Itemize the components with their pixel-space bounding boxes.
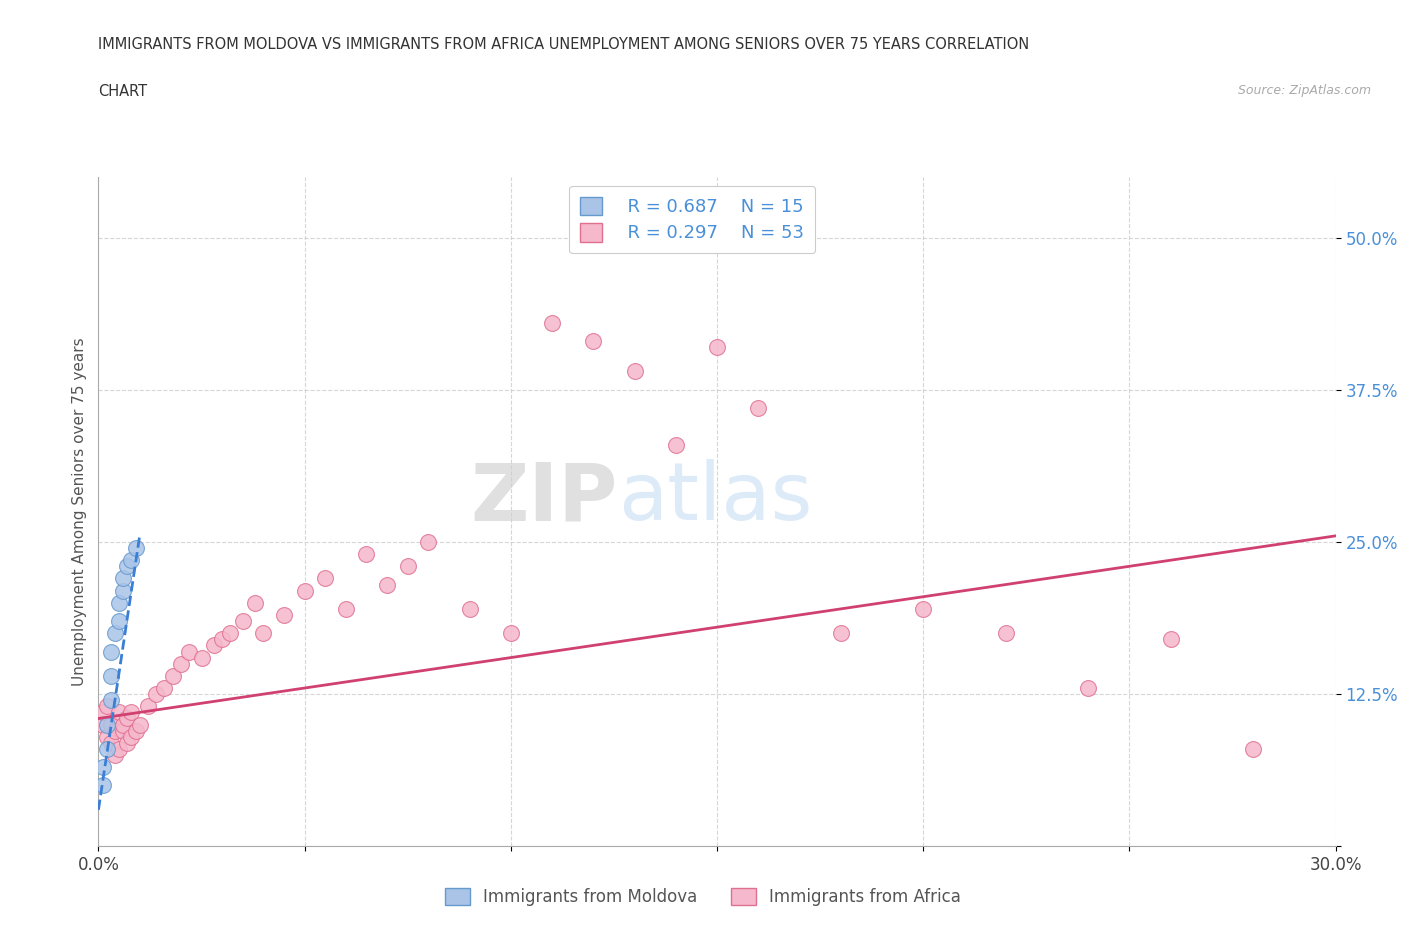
Point bbox=[91, 705, 114, 720]
Point bbox=[120, 729, 142, 744]
Point bbox=[96, 698, 118, 713]
Point bbox=[418, 535, 440, 550]
Point bbox=[136, 698, 159, 713]
Point bbox=[375, 578, 398, 592]
Point bbox=[335, 602, 357, 617]
Text: Source: ZipAtlas.com: Source: ZipAtlas.com bbox=[1237, 84, 1371, 97]
Point bbox=[145, 686, 167, 701]
Point bbox=[124, 540, 146, 555]
Point bbox=[190, 650, 212, 665]
Point bbox=[211, 631, 233, 646]
Point bbox=[120, 705, 142, 720]
Point bbox=[124, 724, 146, 738]
Point bbox=[96, 717, 118, 732]
Text: IMMIGRANTS FROM MOLDOVA VS IMMIGRANTS FROM AFRICA UNEMPLOYMENT AMONG SENIORS OVE: IMMIGRANTS FROM MOLDOVA VS IMMIGRANTS FR… bbox=[98, 37, 1029, 52]
Point bbox=[112, 583, 135, 598]
Point bbox=[117, 711, 139, 726]
Point bbox=[243, 595, 266, 610]
Point bbox=[912, 602, 935, 617]
Point bbox=[252, 626, 274, 641]
Point bbox=[1241, 741, 1264, 756]
Point bbox=[170, 657, 193, 671]
Point bbox=[396, 559, 419, 574]
Point bbox=[104, 748, 127, 763]
Point bbox=[100, 717, 122, 732]
Point bbox=[706, 339, 728, 354]
Point bbox=[96, 741, 118, 756]
Point bbox=[541, 315, 564, 330]
Point bbox=[104, 626, 127, 641]
Text: atlas: atlas bbox=[619, 459, 813, 538]
Point bbox=[153, 681, 176, 696]
Legend:   R = 0.687    N = 15,   R = 0.297    N = 53: R = 0.687 N = 15, R = 0.297 N = 53 bbox=[569, 186, 815, 253]
Point bbox=[356, 547, 378, 562]
Point bbox=[830, 626, 852, 641]
Point bbox=[104, 724, 127, 738]
Point bbox=[108, 595, 131, 610]
Point bbox=[91, 717, 114, 732]
Text: CHART: CHART bbox=[98, 84, 148, 99]
Point bbox=[100, 644, 122, 659]
Point bbox=[458, 602, 481, 617]
Point bbox=[117, 559, 139, 574]
Point bbox=[1160, 631, 1182, 646]
Point bbox=[112, 571, 135, 586]
Y-axis label: Unemployment Among Seniors over 75 years: Unemployment Among Seniors over 75 years bbox=[72, 338, 87, 685]
Point bbox=[232, 614, 254, 629]
Point bbox=[582, 334, 605, 349]
Point bbox=[294, 583, 316, 598]
Point bbox=[91, 760, 114, 775]
Point bbox=[499, 626, 522, 641]
Point bbox=[665, 437, 688, 452]
Legend: Immigrants from Moldova, Immigrants from Africa: Immigrants from Moldova, Immigrants from… bbox=[439, 881, 967, 912]
Point bbox=[314, 571, 336, 586]
Point bbox=[1077, 681, 1099, 696]
Point bbox=[128, 717, 150, 732]
Point bbox=[96, 729, 118, 744]
Text: ZIP: ZIP bbox=[471, 459, 619, 538]
Point bbox=[623, 364, 645, 379]
Point bbox=[162, 669, 184, 684]
Point bbox=[100, 693, 122, 708]
Point bbox=[108, 741, 131, 756]
Point bbox=[100, 736, 122, 751]
Point bbox=[108, 705, 131, 720]
Point bbox=[120, 552, 142, 567]
Point bbox=[112, 724, 135, 738]
Point bbox=[179, 644, 201, 659]
Point bbox=[219, 626, 242, 641]
Point bbox=[91, 778, 114, 793]
Point bbox=[117, 736, 139, 751]
Point bbox=[747, 401, 769, 416]
Point bbox=[994, 626, 1017, 641]
Point bbox=[202, 638, 225, 653]
Point bbox=[112, 717, 135, 732]
Point bbox=[108, 614, 131, 629]
Point bbox=[100, 669, 122, 684]
Point bbox=[273, 607, 295, 622]
